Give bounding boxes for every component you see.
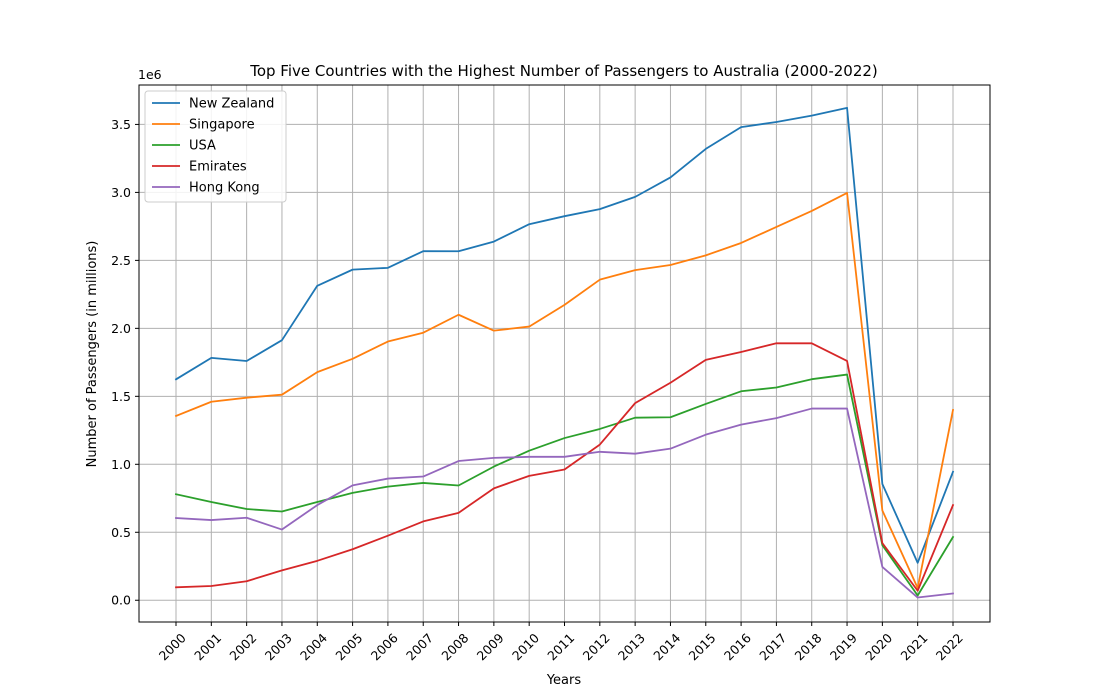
legend-label-emirates: Emirates xyxy=(189,160,247,175)
x-tick-label: 2010 xyxy=(509,630,542,663)
x-tick-label: 2006 xyxy=(368,630,401,663)
y-axis-scale-label: 1e6 xyxy=(138,67,162,82)
chart-title: Top Five Countries with the Highest Numb… xyxy=(249,62,878,80)
grid-lines xyxy=(139,85,990,622)
x-tick-label: 2008 xyxy=(438,630,471,663)
y-tick-label: 2.5 xyxy=(111,253,131,268)
y-tick-label: 0.5 xyxy=(111,525,131,540)
y-axis-label: Number of Passengers (in millions) xyxy=(85,241,100,468)
y-tick-label: 0.0 xyxy=(111,593,131,608)
x-tick-label: 2005 xyxy=(332,630,365,663)
x-tick-label: 2017 xyxy=(756,630,789,663)
legend-label-hong-kong: Hong Kong xyxy=(189,181,260,196)
x-tick-label: 2011 xyxy=(544,630,577,663)
x-axis-label: Years xyxy=(546,673,582,688)
x-tick-label: 2019 xyxy=(827,630,860,663)
x-tick-label: 2001 xyxy=(191,630,224,663)
x-tick-label: 2013 xyxy=(615,630,648,663)
legend-box xyxy=(144,90,287,203)
x-tick-label: 2003 xyxy=(262,630,295,663)
legend: New Zealand Singapore USA Emirates Hong Kong xyxy=(144,90,287,203)
x-tick-label: 2021 xyxy=(897,630,930,663)
legend-label-new-zealand: New Zealand xyxy=(189,97,274,112)
x-tick-label: 2018 xyxy=(792,630,825,663)
series-line-emirates xyxy=(175,342,955,592)
x-tick-label: 2009 xyxy=(474,630,507,663)
series-line-hong-kong xyxy=(175,407,954,599)
legend-label-usa: USA xyxy=(189,139,216,154)
x-tick-label: 2002 xyxy=(226,630,259,663)
legend-label-singapore: Singapore xyxy=(189,118,255,133)
series-line-usa xyxy=(174,373,955,597)
series-line-new-zealand xyxy=(174,106,955,564)
y-tick-label: 1.0 xyxy=(111,457,131,472)
x-tick-label: 2022 xyxy=(933,630,966,663)
x-tick-label: 2016 xyxy=(721,630,754,663)
x-tick-label: 2000 xyxy=(156,630,189,663)
y-tick-label: 3.5 xyxy=(111,117,131,132)
series-line-singapore xyxy=(174,192,955,589)
x-tick-label: 2020 xyxy=(862,630,895,663)
x-tick-label: 2015 xyxy=(686,630,719,663)
x-tick-label: 2004 xyxy=(297,630,330,663)
series-lines xyxy=(174,106,955,599)
y-tick-label: 3.0 xyxy=(111,185,131,200)
y-tick-label: 1.5 xyxy=(111,389,131,404)
x-tick-label: 2007 xyxy=(403,630,436,663)
y-tick-label: 2.0 xyxy=(111,321,131,336)
x-tick-label: 2014 xyxy=(650,630,683,663)
x-tick-label: 2012 xyxy=(580,630,613,663)
